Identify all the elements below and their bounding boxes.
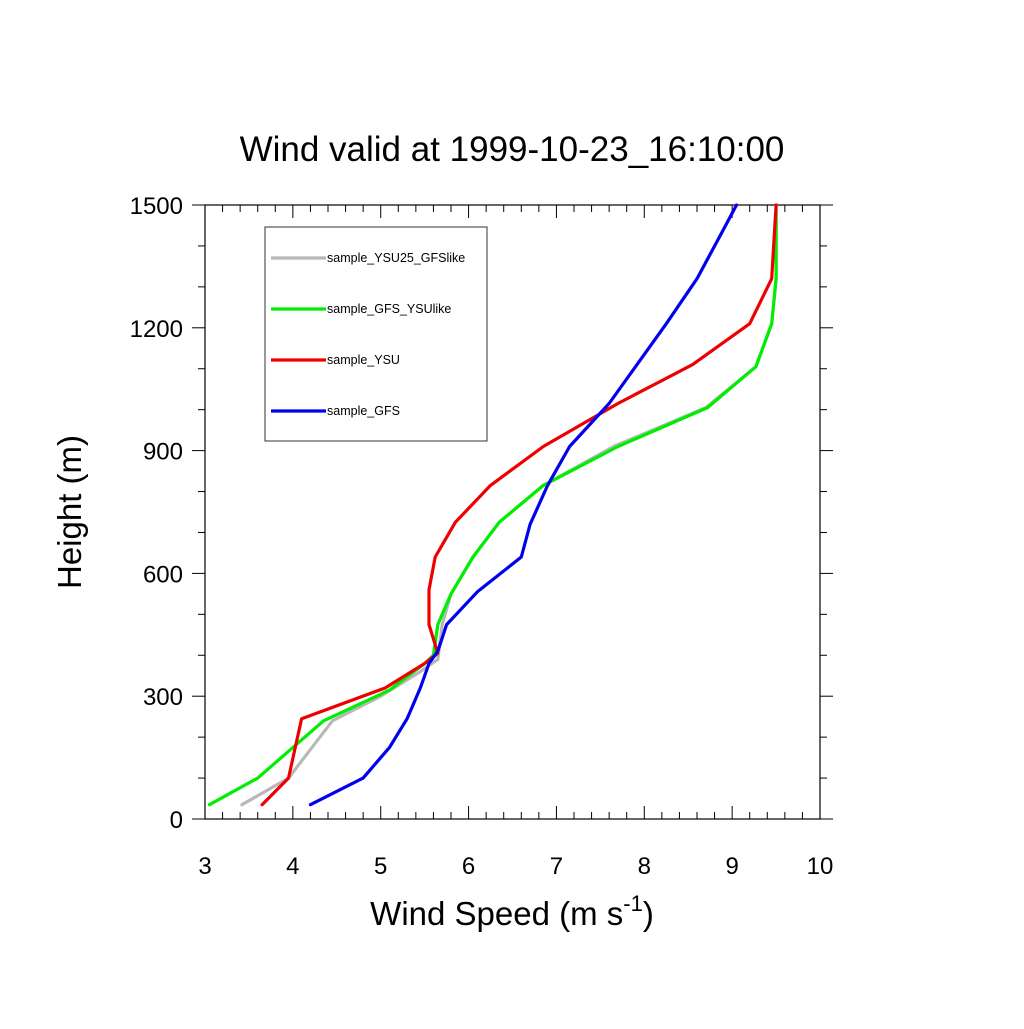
legend-label: sample_YSU25_GFSlike bbox=[327, 251, 465, 265]
y-tick-label: 600 bbox=[143, 561, 183, 588]
x-tick-label: 8 bbox=[638, 853, 651, 880]
x-axis-label-text: Wind Speed (m s bbox=[370, 895, 623, 932]
axis-ticks bbox=[192, 204, 833, 820]
y-tick-label: 900 bbox=[143, 439, 183, 466]
x-tick-label: 3 bbox=[198, 853, 211, 880]
y-tick-label: 1200 bbox=[130, 316, 183, 343]
y-axis-label: Height (m) bbox=[51, 435, 88, 589]
x-axis-label: Wind Speed (m s-1) bbox=[370, 891, 654, 932]
legend-label: sample_GFS bbox=[327, 404, 400, 418]
y-tick-label: 300 bbox=[143, 684, 183, 711]
series-line-sample_GFS bbox=[308, 203, 739, 807]
legend-label: sample_YSU bbox=[327, 353, 400, 367]
y-tick-label: 1500 bbox=[130, 193, 183, 220]
x-tick-label: 5 bbox=[374, 853, 387, 880]
plot-area-border bbox=[204, 204, 821, 820]
plot-frame bbox=[204, 204, 821, 820]
x-tick-label: 6 bbox=[462, 853, 475, 880]
x-tick-label: 4 bbox=[286, 853, 299, 880]
series-line-sample_GFS_YSUlike bbox=[207, 203, 778, 807]
chart-title: Wind valid at 1999-10-23_16:10:00 bbox=[240, 130, 785, 169]
x-axis-label-exponent: -1 bbox=[623, 891, 643, 916]
legend-label: sample_GFS_YSUlike bbox=[327, 302, 451, 316]
legend-box bbox=[264, 226, 488, 442]
tick-labels: 3 4 5 6 7 8 9 10 0 300 600 900 1200 1500 bbox=[130, 193, 834, 880]
legend: sample_YSU25_GFSlike sample_GFS_YSUlikesa… bbox=[264, 226, 488, 442]
x-tick-label: 7 bbox=[550, 853, 563, 880]
series-lines bbox=[207, 203, 778, 807]
x-tick-label: 10 bbox=[807, 853, 834, 880]
x-axis-label-close: ) bbox=[643, 895, 654, 932]
series-line-sample_YSU bbox=[260, 203, 778, 807]
y-tick-label: 0 bbox=[170, 807, 183, 834]
x-tick-label: 9 bbox=[725, 853, 738, 880]
